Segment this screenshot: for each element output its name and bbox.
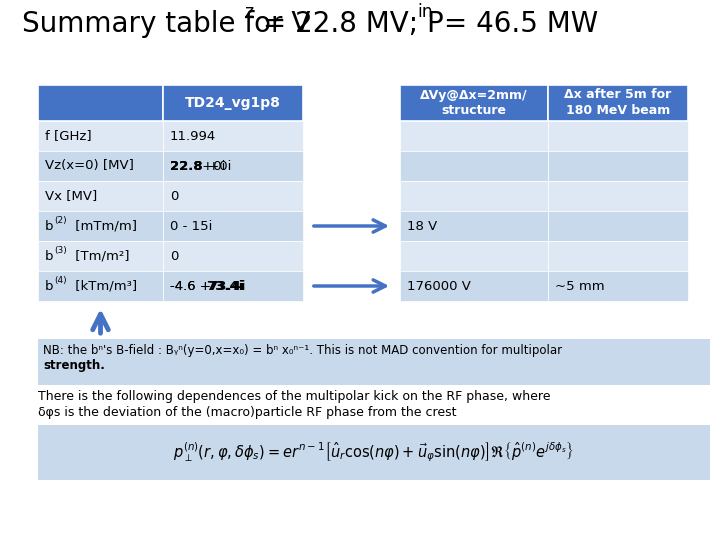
Text: b: b	[45, 219, 53, 233]
Bar	[38, 211, 163, 241]
Text: strength.: strength.	[43, 359, 105, 372]
Text: 22.8: 22.8	[170, 159, 202, 172]
Text: NB: the bⁿ's B-field : Bᵧⁿ(y=0,x=x₀) = bⁿ x₀ⁿ⁻¹. This is not MAD convention for : NB: the bⁿ's B-field : Bᵧⁿ(y=0,x=x₀) = b…	[43, 344, 562, 357]
Text: ΔVy@Δx=2mm/
structure: ΔVy@Δx=2mm/ structure	[420, 89, 528, 118]
Text: = 46.5 MW: = 46.5 MW	[435, 10, 598, 38]
Text: TD24_vg1p8: TD24_vg1p8	[185, 96, 281, 110]
Bar	[548, 241, 688, 271]
Text: There is the following dependences of the multipolar kick on the RF phase, where: There is the following dependences of th…	[38, 390, 551, 403]
Text: 73.4i: 73.4i	[206, 280, 243, 293]
Text: (3): (3)	[54, 246, 67, 255]
Bar	[163, 241, 303, 271]
Text: 0: 0	[170, 249, 179, 262]
Text: z: z	[244, 3, 253, 21]
Bar	[548, 271, 688, 301]
Text: Δx after 5m for
180 MeV beam: Δx after 5m for 180 MeV beam	[564, 89, 672, 118]
Text: +0i: +0i	[204, 159, 231, 172]
Text: +0i: +0i	[198, 159, 225, 172]
Text: -4.6 +: -4.6 +	[170, 280, 211, 293]
Bar	[548, 151, 688, 181]
Text: 0 - 15i: 0 - 15i	[170, 219, 212, 233]
Bar	[38, 425, 710, 480]
Bar	[38, 151, 163, 181]
Text: Vz(x=0) [MV]: Vz(x=0) [MV]	[45, 159, 134, 172]
Bar	[400, 151, 548, 181]
Text: -4.6 +: -4.6 +	[170, 280, 211, 293]
Text: ~5 mm: ~5 mm	[555, 280, 605, 293]
Text: δφs is the deviation of the (macro)particle RF phase from the crest: δφs is the deviation of the (macro)parti…	[38, 406, 456, 419]
Bar	[548, 85, 688, 121]
Text: 176000 V: 176000 V	[407, 280, 471, 293]
Text: b: b	[45, 280, 53, 293]
Bar	[38, 181, 163, 211]
Bar	[400, 181, 548, 211]
Bar	[38, 339, 710, 385]
Text: 0: 0	[170, 190, 179, 202]
Bar	[163, 85, 303, 121]
Text: $p_{\perp}^{(n)}(r,\varphi,\delta\phi_s) = er^{n-1}\left[\hat{u}_r\cos(n\varphi): $p_{\perp}^{(n)}(r,\varphi,\delta\phi_s)…	[174, 441, 575, 464]
Bar	[548, 211, 688, 241]
Bar	[163, 211, 303, 241]
Bar	[38, 271, 163, 301]
Bar	[163, 151, 303, 181]
Bar	[38, 121, 163, 151]
Text: (2): (2)	[54, 217, 67, 226]
Bar	[548, 121, 688, 151]
Text: 11.994: 11.994	[170, 130, 216, 143]
Text: [kTm/m³]: [kTm/m³]	[71, 280, 137, 293]
Bar	[548, 181, 688, 211]
Bar	[400, 241, 548, 271]
Bar	[38, 241, 163, 271]
Text: (4): (4)	[54, 276, 67, 286]
Text: f [GHz]: f [GHz]	[45, 130, 91, 143]
Text: Vx [MV]: Vx [MV]	[45, 190, 97, 202]
Text: = 22.8 MV; P: = 22.8 MV; P	[254, 10, 444, 38]
Text: 22.8: 22.8	[170, 159, 202, 172]
Bar	[400, 211, 548, 241]
Text: in: in	[417, 3, 433, 21]
Text: [mTm/m]: [mTm/m]	[71, 219, 137, 233]
Text: [Tm/m²]: [Tm/m²]	[71, 249, 130, 262]
Text: 18 V: 18 V	[407, 219, 437, 233]
Bar	[163, 271, 303, 301]
Bar	[38, 85, 163, 121]
Bar	[400, 85, 548, 121]
Text: Summary table for V: Summary table for V	[22, 10, 310, 38]
Text: b: b	[45, 249, 53, 262]
Text: 73.4i: 73.4i	[208, 280, 246, 293]
Bar	[163, 181, 303, 211]
Bar	[163, 121, 303, 151]
Bar	[400, 271, 548, 301]
Bar	[400, 121, 548, 151]
